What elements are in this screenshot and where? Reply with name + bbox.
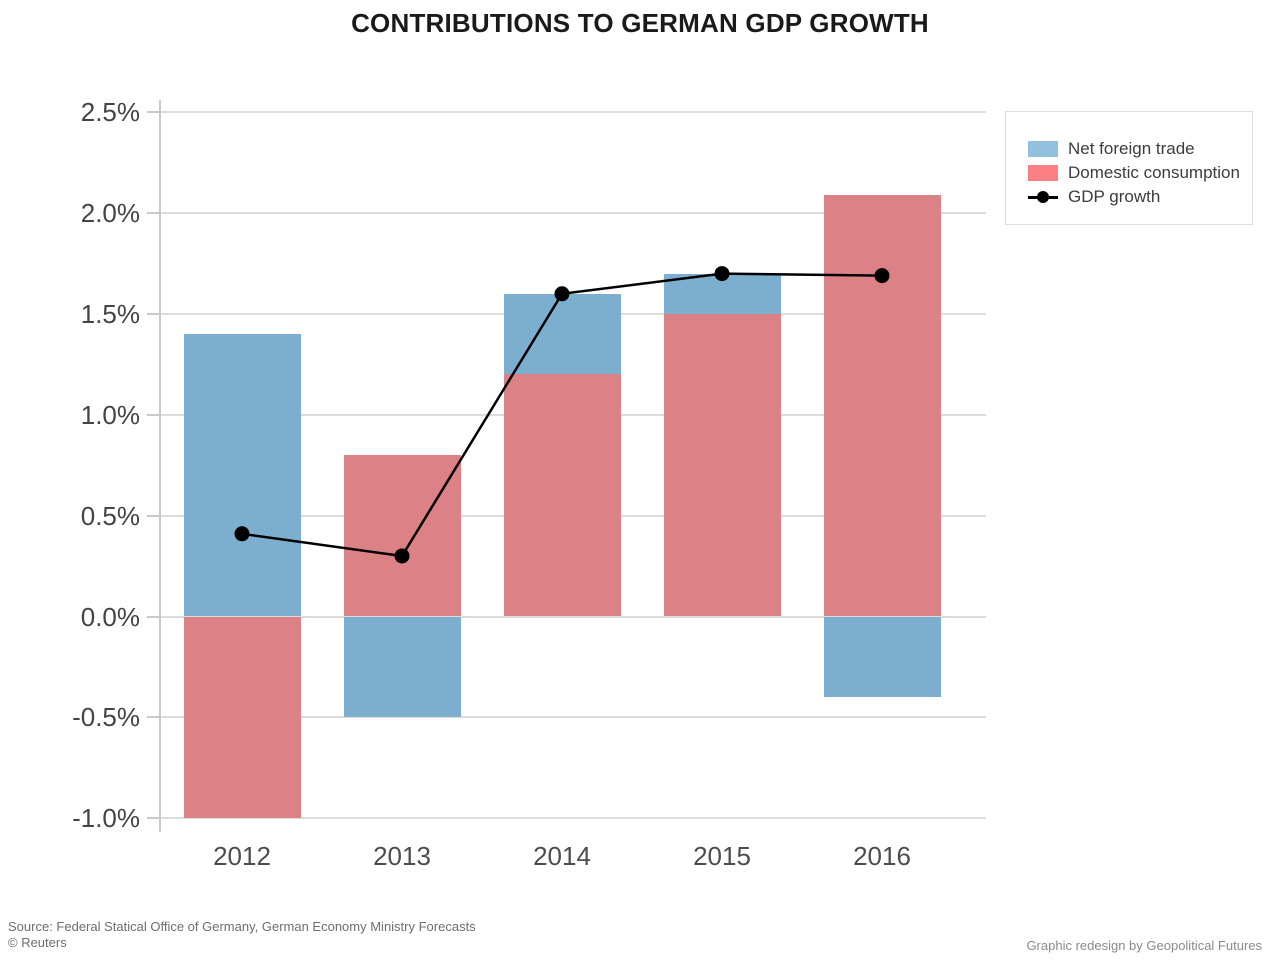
gridline xyxy=(160,716,986,719)
legend-item-gdp-growth: GDP growth xyxy=(1028,185,1252,209)
legend-label: Domestic consumption xyxy=(1068,163,1240,182)
y-axis-tick-label: 2.5% xyxy=(80,97,140,128)
y-axis-tick xyxy=(147,413,160,416)
y-axis-tick-label: 1.5% xyxy=(80,298,140,329)
source-note: Source: Federal Statical Office of Germa… xyxy=(8,919,476,951)
x-axis-tick-label: 2015 xyxy=(693,841,751,871)
x-axis-tick-label: 2016 xyxy=(853,841,911,871)
y-axis-tick xyxy=(147,111,160,114)
source-line: Source: Federal Statical Office of Germa… xyxy=(8,919,476,934)
bar-segment-2014 xyxy=(503,374,621,617)
bar-segment-2013 xyxy=(343,455,461,617)
y-axis-spine xyxy=(159,100,161,832)
bar-segment-2012 xyxy=(183,334,301,617)
net-foreign-trade-swatch-icon xyxy=(1028,141,1058,157)
y-axis-tick xyxy=(147,716,160,719)
y-axis-tick xyxy=(147,615,160,618)
y-axis-tick xyxy=(147,312,160,315)
y-axis-tick-label: -0.5% xyxy=(72,702,140,733)
bar-segment-2015 xyxy=(663,273,781,314)
y-axis-tick-label: 0.5% xyxy=(80,500,140,531)
bar-segment-2015 xyxy=(663,313,781,617)
gdp-growth-line-dot-icon xyxy=(1028,189,1058,205)
legend-label: GDP growth xyxy=(1068,187,1161,206)
y-axis-tick-label: -1.0% xyxy=(72,803,140,834)
y-axis-tick xyxy=(147,514,160,517)
y-axis-tick xyxy=(147,817,160,820)
domestic-consumption-swatch-icon xyxy=(1028,165,1058,181)
legend-item-net-foreign-trade: Net foreign trade xyxy=(1028,137,1252,161)
bar-segment-2012 xyxy=(183,616,301,819)
gridline xyxy=(160,212,986,215)
legend-label: Net foreign trade xyxy=(1068,139,1195,158)
y-axis-tick-label: 0.0% xyxy=(80,601,140,632)
gridline xyxy=(160,615,986,618)
gridline xyxy=(160,111,986,114)
x-axis-tick-label: 2014 xyxy=(533,841,591,871)
bar-segment-2016 xyxy=(823,194,941,617)
y-axis-tick-label: 1.0% xyxy=(80,399,140,430)
bar-segment-2014 xyxy=(503,293,621,375)
legend-item-domestic-consumption: Domestic consumption xyxy=(1028,161,1252,185)
chart-title: CONTRIBUTIONS TO GERMAN GDP GROWTH xyxy=(351,8,929,38)
y-axis-tick xyxy=(147,212,160,215)
credit-note: Graphic redesign by Geopolitical Futures xyxy=(1026,938,1262,953)
copyright-line: © Reuters xyxy=(8,935,67,950)
x-axis-tick-label: 2013 xyxy=(373,841,431,871)
x-axis-tick-label: 2012 xyxy=(213,841,271,871)
bar-segment-2016 xyxy=(823,616,941,698)
bar-segment-2013 xyxy=(343,616,461,718)
y-axis-tick-label: 2.0% xyxy=(80,198,140,229)
gridline xyxy=(160,817,986,820)
legend: Net foreign trade Domestic consumption G… xyxy=(1005,111,1253,225)
